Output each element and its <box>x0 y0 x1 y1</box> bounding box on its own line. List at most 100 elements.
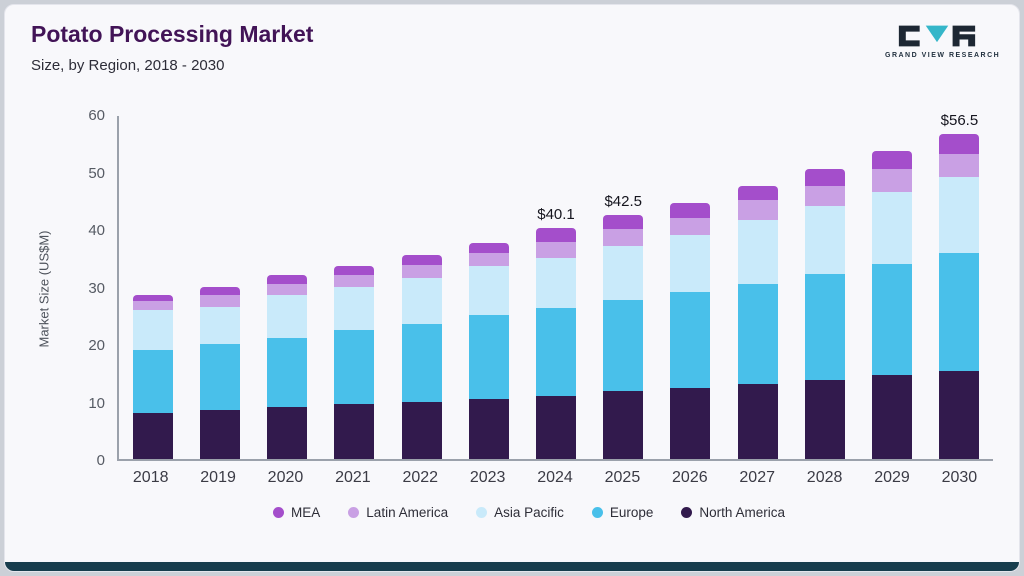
y-tick-30: 30 <box>88 279 105 297</box>
y-axis-title: Market Size (US$M) <box>36 230 52 348</box>
x-label-2019: 2019 <box>200 469 236 486</box>
x-label-2029: 2029 <box>874 469 910 486</box>
y-tick-50: 50 <box>88 164 105 182</box>
segment-asia-pacific <box>334 286 375 330</box>
bar-stack <box>670 203 711 459</box>
footer-brand-strip <box>5 562 1019 571</box>
segment-europe <box>670 292 711 388</box>
segment-mea <box>804 168 845 186</box>
bar-value-label-2025: $42.5 <box>604 192 643 210</box>
legend-item-latin-america: Latin America <box>348 505 448 520</box>
segment-north-america <box>468 398 509 459</box>
page-title: Potato Processing Market <box>31 21 314 47</box>
bar-value-label-2030: $56.5 <box>940 112 979 130</box>
segment-asia-pacific <box>199 306 240 344</box>
grand-view-research-logo: GRAND VIEW RESEARCH <box>885 23 999 59</box>
page-subtitle: Size, by Region, 2018 - 2030 <box>31 57 225 74</box>
y-tick-10: 10 <box>88 394 105 412</box>
segment-asia-pacific <box>401 277 442 324</box>
segment-asia-pacific <box>804 206 845 274</box>
x-label-2025: 2025 <box>604 469 641 486</box>
segment-north-america <box>804 379 845 459</box>
y-tick-0: 0 <box>96 452 105 469</box>
segment-mea <box>132 295 173 301</box>
segment-latin-america <box>737 200 778 221</box>
segment-asia-pacific <box>536 257 577 309</box>
gvr-logo-icon <box>898 25 976 47</box>
bar-2023 <box>455 114 522 459</box>
bar-2018 <box>119 114 186 459</box>
segment-north-america <box>267 407 308 459</box>
segment-mea <box>939 134 980 155</box>
bar-2021 <box>321 114 388 459</box>
legend-item-north-america: North America <box>681 505 785 520</box>
bar-2024: $40.1 <box>522 114 589 459</box>
segment-mea <box>401 254 442 265</box>
segment-latin-america <box>267 283 308 296</box>
segment-north-america <box>132 413 173 459</box>
segment-europe <box>536 308 577 396</box>
segment-mea <box>872 151 913 169</box>
bar-stack: $42.5 <box>603 192 644 459</box>
bar-value-label-2024: $40.1 <box>537 206 575 224</box>
segment-latin-america <box>670 217 711 235</box>
segment-north-america <box>334 404 375 459</box>
bar-stack <box>199 286 240 459</box>
segment-mea <box>267 275 308 284</box>
bar-2025: $42.5 <box>590 114 657 459</box>
x-label-2030: 2030 <box>941 469 978 486</box>
bar-stack <box>468 243 509 459</box>
segment-north-america <box>670 387 711 459</box>
segment-latin-america <box>536 241 577 258</box>
x-label-2027: 2027 <box>739 469 775 486</box>
segment-asia-pacific <box>872 191 913 264</box>
segment-north-america <box>939 371 980 459</box>
x-label-2022: 2022 <box>402 469 439 486</box>
segment-europe <box>603 300 644 392</box>
chart: Market Size (US$M) 0 10 20 30 40 50 60 $40.1 $4… <box>31 107 993 520</box>
segment-north-america <box>536 395 577 459</box>
legend-label-mea: MEA <box>291 505 321 520</box>
segment-north-america <box>199 410 240 459</box>
segment-europe <box>872 263 913 376</box>
plot-row: 0 10 20 30 40 50 60 $40.1 $42.5 $56.5 <box>65 107 993 469</box>
y-axis: 0 10 20 30 40 50 60 <box>65 107 117 469</box>
segment-north-america <box>737 384 778 459</box>
segment-asia-pacific <box>939 177 980 254</box>
legend-label-europe: Europe <box>609 505 654 520</box>
segment-latin-america <box>132 300 173 310</box>
bar-stack <box>267 275 308 459</box>
segment-europe <box>468 315 509 399</box>
segment-latin-america <box>401 264 442 278</box>
legend-swatch-latin-america <box>348 507 360 518</box>
bar-stack: $40.1 <box>536 206 577 459</box>
legend-label-latin-america: Latin America <box>366 505 449 520</box>
segment-latin-america <box>872 168 913 192</box>
legend-label-north-america: North America <box>699 505 785 520</box>
segment-latin-america <box>334 275 375 287</box>
segment-mea <box>468 243 509 254</box>
segment-asia-pacific <box>132 309 173 350</box>
bar-2029 <box>859 114 926 459</box>
segment-north-america <box>603 391 644 459</box>
segment-latin-america <box>939 154 980 178</box>
bar-stack <box>737 185 778 459</box>
bar-2027 <box>724 114 791 459</box>
segment-asia-pacific <box>267 295 308 339</box>
bar-2030: $56.5 <box>926 112 993 459</box>
segment-europe <box>267 338 308 408</box>
segment-europe <box>804 273 845 380</box>
segment-asia-pacific <box>468 266 509 316</box>
segment-asia-pacific <box>603 246 644 301</box>
legend-item-mea: MEA <box>273 505 320 520</box>
segment-mea <box>536 228 577 242</box>
x-label-2024: 2024 <box>537 469 573 486</box>
bar-stack <box>132 295 173 459</box>
segment-mea <box>737 185 778 201</box>
bar-stack <box>334 266 375 459</box>
segment-latin-america <box>603 229 644 247</box>
segment-mea <box>199 286 240 296</box>
bar-2026 <box>657 114 724 459</box>
segment-latin-america <box>468 253 509 267</box>
segment-asia-pacific <box>670 234 711 293</box>
